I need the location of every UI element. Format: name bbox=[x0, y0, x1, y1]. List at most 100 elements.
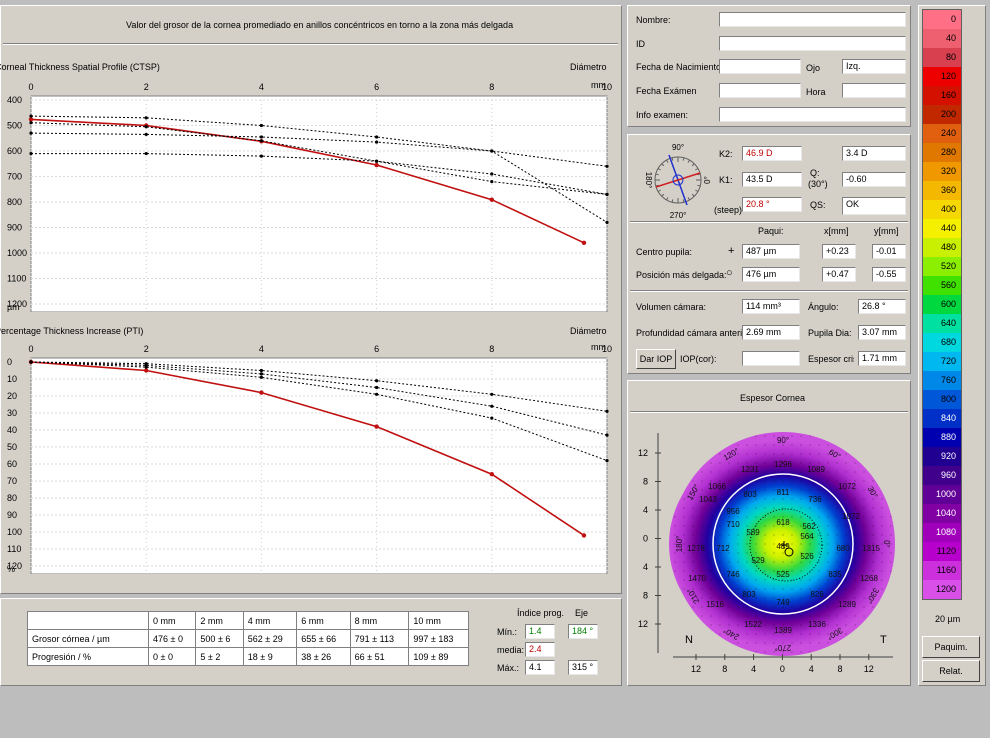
info-examen-field[interactable] bbox=[719, 107, 906, 122]
map-dot bbox=[737, 615, 739, 617]
k1-value: 43.5 D bbox=[742, 172, 802, 187]
map-dot bbox=[809, 588, 811, 590]
relat-button[interactable]: Relat. bbox=[922, 660, 980, 682]
map-dot bbox=[845, 597, 847, 599]
map-value-label: 1336 bbox=[808, 620, 826, 629]
map-y-tick: 12 bbox=[638, 448, 648, 458]
map-dot bbox=[719, 516, 721, 518]
map-dot bbox=[845, 507, 847, 509]
map-dot bbox=[719, 462, 721, 464]
map-dot bbox=[827, 453, 829, 455]
map-dot bbox=[710, 489, 712, 491]
map-dot bbox=[782, 453, 784, 455]
map-dot bbox=[764, 462, 766, 464]
map-value-label: 811 bbox=[777, 488, 790, 497]
map-dot bbox=[728, 633, 730, 635]
map-dot bbox=[710, 570, 712, 572]
fecha-nacimiento-field[interactable] bbox=[719, 59, 801, 74]
map-dot bbox=[692, 597, 694, 599]
map-value-label: 1072 bbox=[842, 512, 860, 521]
compass-right-label: 0° bbox=[703, 176, 712, 184]
map-dot bbox=[701, 579, 703, 581]
map-dot bbox=[854, 570, 856, 572]
map-y-tick: 8 bbox=[643, 591, 648, 601]
map-dot bbox=[818, 516, 820, 518]
nasal-label: N bbox=[685, 634, 693, 646]
map-dot bbox=[818, 471, 820, 473]
patient-panel: Nombre: ID Fecha de Nacimiento Ojo Izq. … bbox=[627, 5, 911, 127]
map-dot bbox=[854, 507, 856, 509]
map-dot bbox=[710, 606, 712, 608]
map-dot bbox=[836, 507, 838, 509]
map-dot bbox=[755, 570, 757, 572]
dar-iop-button[interactable]: Dar IOP bbox=[636, 349, 676, 369]
map-dot bbox=[881, 570, 883, 572]
pti-title: Percentage Thickness Increase (PTI) bbox=[0, 326, 144, 336]
map-dot bbox=[800, 462, 802, 464]
map-dot bbox=[863, 498, 865, 500]
iop-field[interactable] bbox=[742, 351, 800, 366]
table-cell: 109 ± 89 bbox=[408, 647, 469, 666]
nombre-field[interactable] bbox=[719, 12, 906, 27]
map-dot bbox=[836, 615, 838, 617]
compass-tick bbox=[682, 199, 685, 203]
map-dot bbox=[818, 624, 820, 626]
scale-step-label: 20 µm bbox=[935, 614, 961, 624]
map-dot bbox=[737, 579, 739, 581]
profile-panel: Valor del grosor de la cornea promediado… bbox=[0, 5, 622, 594]
map-dot bbox=[845, 543, 847, 545]
map-dot bbox=[800, 444, 802, 446]
map-dot bbox=[872, 588, 874, 590]
fecha-examen-field[interactable] bbox=[719, 83, 801, 98]
map-dot bbox=[764, 435, 766, 437]
map-dot bbox=[710, 615, 712, 617]
map-dot bbox=[827, 516, 829, 518]
map-dot bbox=[800, 633, 802, 635]
map-dot bbox=[791, 651, 793, 653]
map-dot bbox=[818, 606, 820, 608]
header-title: Valor del grosor de la cornea promediado… bbox=[126, 20, 514, 30]
map-dot bbox=[746, 624, 748, 626]
map-dot bbox=[737, 642, 739, 644]
hora-field[interactable] bbox=[842, 83, 906, 98]
map-dot bbox=[827, 588, 829, 590]
map-dot bbox=[800, 498, 802, 500]
x-tick-label: 8 bbox=[489, 344, 494, 354]
map-dot bbox=[782, 498, 784, 500]
map-dot bbox=[701, 480, 703, 482]
map-dot bbox=[782, 444, 784, 446]
map-dot bbox=[755, 480, 757, 482]
y-tick-label: 80 bbox=[7, 493, 17, 503]
map-value-label: 803 bbox=[743, 490, 757, 499]
data-point bbox=[259, 368, 263, 373]
map-title: Espesor Cornea bbox=[740, 393, 806, 403]
map-dot bbox=[773, 498, 775, 500]
y-tick-label: 70 bbox=[7, 476, 17, 486]
paquim-button[interactable]: Paquim. bbox=[922, 636, 980, 658]
temporal-label: T bbox=[880, 634, 887, 646]
map-dot bbox=[710, 588, 712, 590]
map-dot bbox=[674, 552, 676, 554]
map-dot bbox=[692, 525, 694, 527]
map-dot bbox=[863, 543, 865, 545]
map-dot bbox=[782, 525, 784, 527]
series-line-red bbox=[30, 361, 585, 537]
data-point bbox=[490, 172, 494, 176]
delgada-x-value: +0.47 bbox=[822, 267, 856, 282]
map-dot bbox=[692, 543, 694, 545]
y-tick-label: 500 bbox=[7, 121, 22, 131]
map-dot bbox=[755, 507, 757, 509]
map-dot bbox=[773, 624, 775, 626]
id-field[interactable] bbox=[719, 36, 906, 51]
map-dot bbox=[881, 507, 883, 509]
data-point bbox=[581, 240, 587, 245]
map-value-label: 526 bbox=[800, 552, 814, 561]
map-dot bbox=[782, 543, 784, 545]
map-dot bbox=[782, 615, 784, 617]
info-examen-label: Info examen: bbox=[636, 110, 689, 120]
data-point bbox=[259, 135, 263, 139]
map-dot bbox=[809, 507, 811, 509]
map-y-tick: 12 bbox=[638, 619, 648, 629]
ojo-field[interactable]: Izq. bbox=[842, 59, 906, 74]
map-dot bbox=[719, 507, 721, 509]
